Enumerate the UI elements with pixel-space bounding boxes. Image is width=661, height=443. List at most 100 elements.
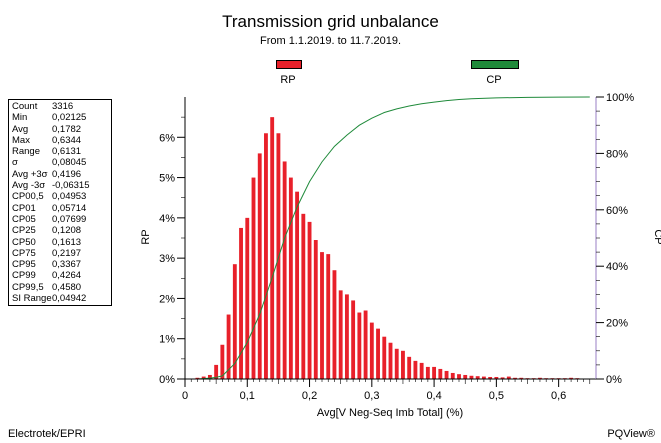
- stat-value: -0,06315: [52, 180, 90, 192]
- stat-row: CP25 0,1208: [12, 225, 108, 236]
- stat-name: CP99: [12, 270, 36, 282]
- histogram-bar: [232, 264, 237, 379]
- y2-tick-label: 40%: [606, 261, 628, 273]
- stat-name: CP95: [12, 259, 36, 271]
- histogram-bar: [401, 350, 405, 379]
- stat-row: SI Range 0,04942: [12, 293, 108, 304]
- stat-row: CP01 0,05714: [12, 203, 108, 214]
- histogram-bar: [444, 370, 449, 379]
- histogram-bar: [450, 372, 455, 379]
- stat-name: Min: [12, 112, 28, 124]
- stat-row: Range 0,6131: [12, 146, 108, 157]
- stat-row: Avg 0,1782: [12, 124, 108, 135]
- histogram-bar: [226, 314, 231, 379]
- histogram-bar: [382, 336, 387, 379]
- stat-name: CP50: [12, 236, 36, 248]
- stat-row: CP05 0,07699: [12, 214, 108, 225]
- stat-value: 0,6131: [52, 146, 82, 158]
- stat-name: Avg: [12, 123, 29, 135]
- histogram-bar: [301, 213, 306, 379]
- x-tick-label: 0: [182, 390, 188, 402]
- y-tick-label: 4%: [159, 213, 175, 225]
- histogram-bar: [295, 191, 300, 379]
- y2-tick-label: 80%: [606, 148, 628, 160]
- stat-value: 0,2197: [52, 247, 82, 259]
- histogram-bar: [195, 377, 200, 379]
- stat-row: Avg +3σ 0,4196: [12, 169, 108, 180]
- stat-name: SI Range: [12, 293, 52, 305]
- x-tick-label: 0,3: [364, 390, 379, 402]
- histogram-bar: [419, 362, 424, 379]
- y-tick-label: 1%: [159, 334, 175, 346]
- stat-value: 0,6344: [52, 134, 82, 146]
- stat-row: Max 0,6344: [12, 135, 108, 146]
- histogram-bar: [513, 377, 517, 379]
- stat-value: 0,1782: [52, 123, 82, 135]
- histogram-bar: [338, 290, 343, 379]
- histogram-bar: [326, 254, 331, 379]
- histogram-bar: [270, 117, 275, 379]
- histogram-bar: [344, 294, 349, 379]
- stat-row: Min 0,02125: [12, 112, 108, 123]
- x-tick-label: 0,5: [489, 390, 504, 402]
- stat-name: Range: [12, 146, 40, 158]
- stat-value: 0,08045: [52, 157, 87, 169]
- histogram-bar: [500, 377, 505, 379]
- y2-tick-label: 100%: [606, 92, 634, 104]
- x-axis-label: Avg[V Neg-Seq Imb Total] (%): [317, 407, 463, 419]
- stat-row: CP75 0,2197: [12, 248, 108, 259]
- histogram-bar: [251, 177, 256, 379]
- histogram-bar: [538, 377, 542, 379]
- stat-value: 0,1208: [52, 225, 82, 237]
- stat-value: 0,4196: [52, 168, 82, 180]
- histogram-bar: [351, 300, 356, 379]
- stat-name: CP01: [12, 202, 36, 214]
- histogram-bar: [569, 377, 574, 379]
- chart-subtitle: From 1.1.2019. to 11.7.2019.: [259, 35, 402, 47]
- stat-row: CP00,5 0,04953: [12, 191, 108, 202]
- stat-value: 0,4264: [52, 270, 82, 282]
- legend-label-cp: CP: [486, 74, 502, 86]
- stat-value: 0,04953: [52, 191, 87, 203]
- histogram-bar: [363, 310, 368, 379]
- stat-value: 0,4580: [52, 281, 82, 293]
- stat-value: 3316: [52, 101, 74, 112]
- stat-name: Count: [12, 101, 38, 112]
- y2-tick-label: 20%: [606, 318, 628, 330]
- stat-name: CP00,5: [12, 191, 44, 203]
- histogram-bar: [475, 376, 480, 379]
- stat-name: Avg -3σ: [12, 180, 46, 192]
- histogram-bar: [357, 312, 362, 379]
- histogram-bar: [376, 328, 380, 379]
- stat-value: 0,3367: [52, 259, 82, 271]
- stat-name: CP99,5: [12, 281, 44, 293]
- stat-row: Avg -3σ -0,06315: [12, 180, 108, 191]
- histogram-bar: [214, 364, 219, 379]
- histogram-bar: [282, 161, 287, 379]
- histogram-bar: [320, 252, 324, 379]
- histogram-bar: [469, 375, 474, 379]
- y-tick-label: 5%: [159, 173, 175, 185]
- y-axis-label: RP: [140, 229, 152, 244]
- histogram-bar: [264, 133, 268, 379]
- stat-name: σ: [12, 157, 18, 169]
- histogram-bar: [407, 356, 412, 379]
- histogram-bar: [332, 270, 337, 379]
- histogram-bar: [257, 153, 262, 379]
- stat-name: Max: [12, 134, 30, 146]
- histogram-bar: [201, 376, 206, 379]
- histogram-bar: [481, 376, 486, 379]
- stat-value: 0,04942: [52, 293, 87, 305]
- stat-value: 0,05714: [52, 202, 87, 214]
- histogram-bar: [425, 366, 430, 379]
- cp-line: [197, 96, 590, 380]
- histogram-bar: [307, 221, 312, 379]
- stat-name: CP25: [12, 225, 36, 237]
- y-tick-label: 0%: [159, 374, 175, 386]
- stat-row: CP99 0,4264: [12, 270, 108, 281]
- histogram-bar: [463, 374, 468, 379]
- histogram-bar: [488, 376, 493, 379]
- histogram-bar: [220, 344, 225, 379]
- histogram-bar: [413, 360, 418, 379]
